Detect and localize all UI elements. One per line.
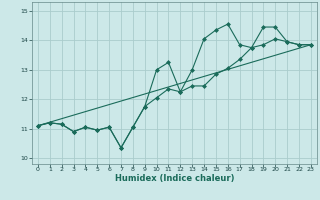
X-axis label: Humidex (Indice chaleur): Humidex (Indice chaleur) bbox=[115, 174, 234, 183]
